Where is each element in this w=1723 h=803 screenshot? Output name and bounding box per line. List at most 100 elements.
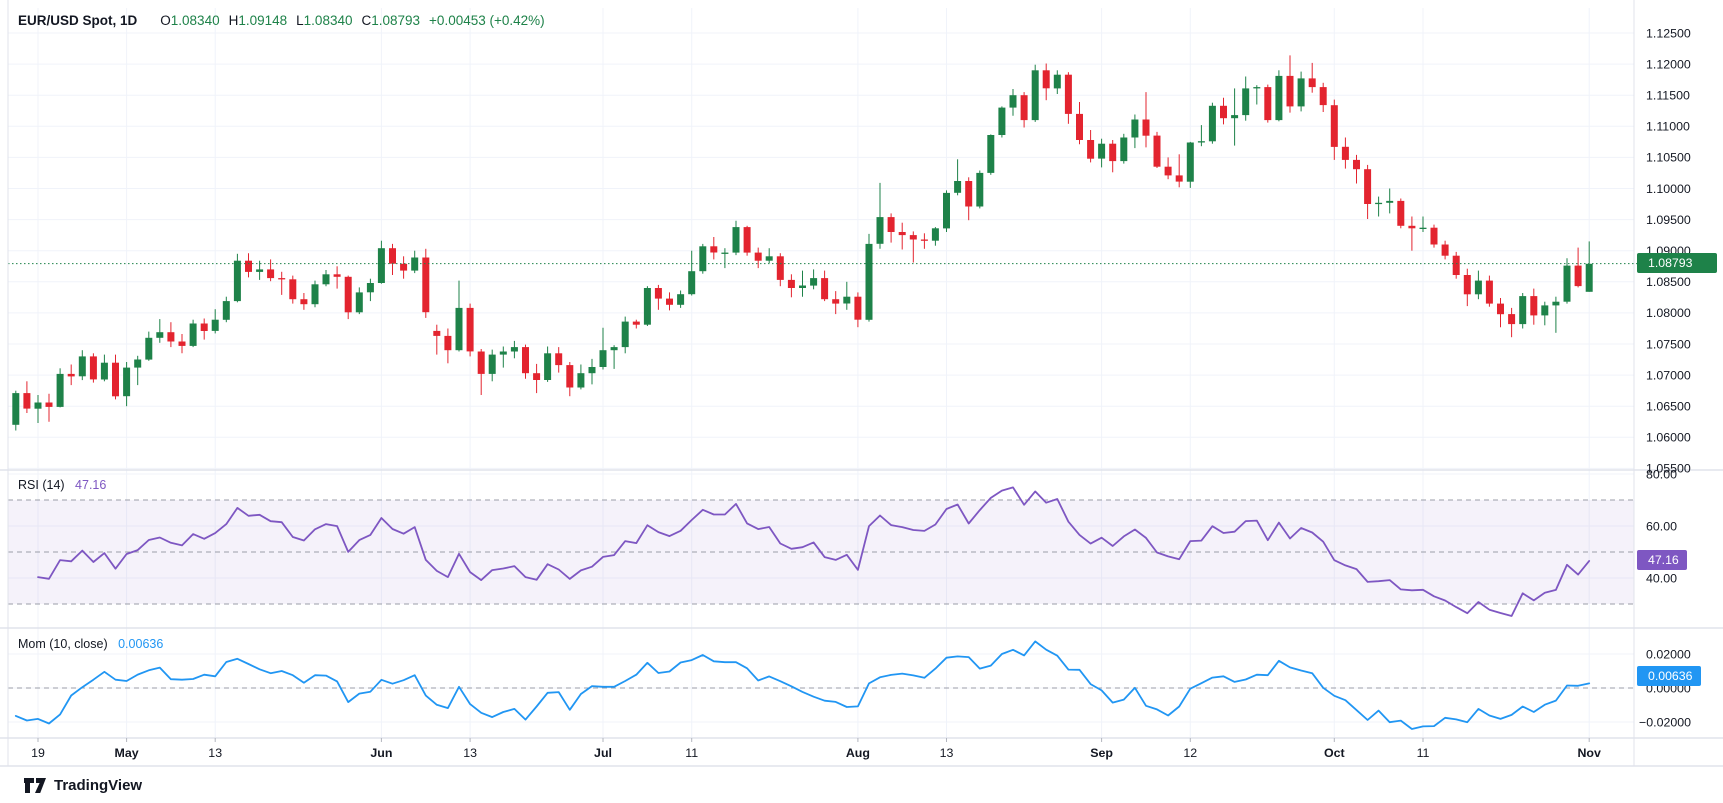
- candle-body: [1064, 74, 1072, 114]
- symbol-title: EUR/USD Spot, 1D: [18, 13, 138, 28]
- time-axis-tick: Aug: [846, 746, 870, 760]
- candle-body: [45, 402, 53, 407]
- price-axis-tick: 1.10500: [1646, 151, 1691, 165]
- high-label: H: [228, 13, 239, 28]
- candle-body: [355, 292, 363, 313]
- candle-body: [189, 323, 197, 346]
- candle-body: [1297, 78, 1305, 107]
- time-axis-tick: May: [115, 746, 139, 760]
- candle-body: [1341, 146, 1349, 160]
- candle-body: [1585, 263, 1593, 292]
- rsi-params: (14): [42, 478, 65, 492]
- candle-body: [1452, 255, 1460, 275]
- candle-body: [1319, 87, 1327, 106]
- candle-body: [1042, 70, 1050, 89]
- price-axis-tick: 1.06000: [1646, 431, 1691, 445]
- candle-body: [1186, 142, 1194, 182]
- low-value: 1.08340: [303, 13, 353, 28]
- candle-body: [1031, 70, 1039, 121]
- rsi-name: RSI: [18, 478, 39, 492]
- time-axis-tick: Jul: [594, 746, 612, 760]
- candle-body: [23, 393, 31, 409]
- candle-body: [278, 278, 286, 280]
- price-axis-tick: 1.12500: [1646, 26, 1691, 40]
- time-axis-tick: 13: [463, 746, 477, 760]
- candle-body: [1020, 95, 1028, 121]
- candle-body: [1441, 244, 1449, 256]
- candle-body: [898, 232, 906, 236]
- time-axis-tick: Jun: [370, 746, 392, 760]
- time-axis-tick: Sep: [1090, 746, 1113, 760]
- candle-body: [156, 332, 164, 338]
- candle-body: [1120, 137, 1128, 162]
- candle-body: [1353, 159, 1360, 170]
- candle-body: [377, 248, 385, 283]
- mom-line: [14, 640, 1591, 730]
- price-axis-tick: 1.06500: [1646, 400, 1691, 414]
- candle-body: [222, 301, 230, 320]
- tradingview-attribution-text: TradingView: [54, 777, 143, 794]
- candle-body: [1474, 280, 1482, 295]
- candle-body: [289, 279, 297, 300]
- candle-body: [533, 373, 541, 380]
- candle-body: [1175, 175, 1183, 182]
- candle-body: [1208, 105, 1216, 142]
- price-axis-tick: 1.12000: [1646, 57, 1691, 71]
- candle-body: [311, 284, 319, 305]
- rsi-axis-tick: 40.00: [1646, 571, 1677, 585]
- candle-body: [998, 107, 1006, 135]
- high-value: 1.09148: [238, 13, 288, 28]
- candle-body: [167, 332, 175, 342]
- tradingview-attribution-link[interactable]: TradingView: [24, 777, 142, 794]
- price-axis-tick: 1.07500: [1646, 337, 1691, 351]
- candle-body: [1519, 296, 1527, 325]
- candle-body: [976, 172, 984, 207]
- candle-body: [488, 354, 496, 374]
- price-axis-tick: 1.08000: [1646, 306, 1691, 320]
- candle-body: [1463, 275, 1471, 295]
- candle-body: [1009, 95, 1017, 108]
- candle-body: [12, 393, 20, 425]
- candle-body: [1497, 303, 1504, 315]
- candle-body: [56, 373, 64, 407]
- price-axis-tick: 1.10000: [1646, 182, 1691, 196]
- time-axis-tick: Oct: [1324, 746, 1345, 760]
- candle-body: [1142, 119, 1150, 136]
- candle-body: [810, 278, 818, 286]
- candle-body: [887, 217, 895, 232]
- candle-body: [743, 227, 751, 253]
- mom-pane-legend[interactable]: Mom (10, close) 0.00636: [18, 637, 163, 651]
- candle-body: [954, 181, 962, 193]
- candle-body: [267, 269, 275, 279]
- candle-body: [610, 347, 618, 351]
- candle-body: [1330, 105, 1338, 147]
- mom-axis-tick: −0.02000: [1639, 715, 1691, 729]
- candle-body: [931, 228, 939, 241]
- candle-body: [245, 260, 252, 272]
- mom-value: 0.00636: [118, 637, 164, 651]
- candle-body: [522, 347, 529, 374]
- candle-body: [643, 288, 651, 325]
- candle-body: [776, 256, 784, 280]
- candle-body: [389, 248, 396, 264]
- candle-body: [765, 256, 773, 261]
- rsi-axis-tick: 80.00: [1646, 467, 1677, 481]
- rsi-pane-legend[interactable]: RSI (14) 47.16: [18, 478, 106, 492]
- symbol-legend[interactable]: EUR/USD Spot, 1D O1.08340 H1.09148 L1.08340…: [18, 13, 545, 28]
- candle-body: [1220, 105, 1227, 119]
- candle-body: [1053, 74, 1061, 89]
- candle-body: [621, 321, 629, 348]
- candle-body: [1197, 141, 1205, 143]
- candle-body: [178, 341, 186, 346]
- rsi-line: [37, 486, 1591, 617]
- candle-body: [200, 323, 208, 331]
- mom-axis-tick: 0.02000: [1646, 647, 1691, 661]
- time-axis-tick: 11: [685, 746, 698, 760]
- candle-body: [555, 353, 563, 366]
- candle-body: [422, 257, 430, 313]
- time-axis-tick: Nov: [1577, 746, 1601, 760]
- rsi-value: 47.16: [75, 478, 107, 492]
- mom-params: (10, close): [49, 637, 108, 651]
- candle-body: [1397, 200, 1405, 226]
